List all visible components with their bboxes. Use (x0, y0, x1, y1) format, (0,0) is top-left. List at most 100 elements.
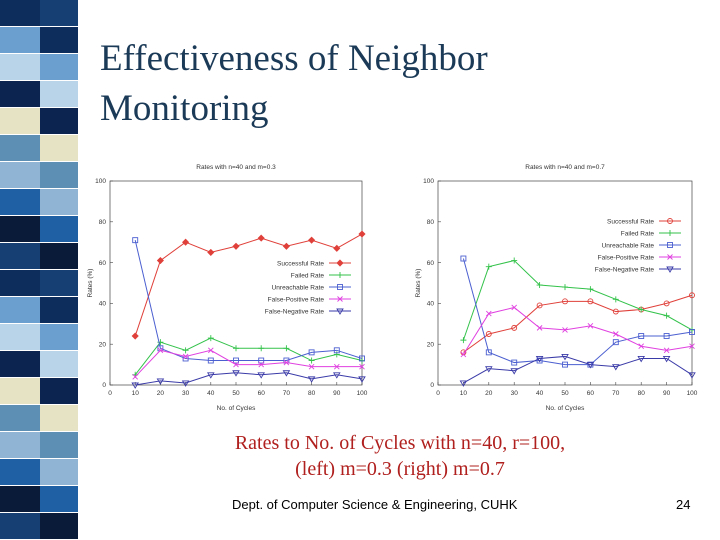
x-tick-label: 90 (663, 390, 671, 397)
x-tick-label: 50 (232, 390, 240, 397)
sidebar-block (0, 108, 40, 134)
data-point-marker (257, 234, 265, 242)
sidebar-block (40, 324, 78, 350)
y-tick-label: 100 (95, 178, 106, 185)
data-point-marker (638, 306, 645, 313)
data-point-marker (336, 308, 344, 315)
data-point-marker (612, 364, 620, 371)
data-point-marker (182, 353, 189, 360)
legend-label: Unreachable Rate (272, 285, 325, 292)
sidebar-block (40, 405, 78, 431)
slide-title-line2: Monitoring (100, 88, 269, 129)
line-chart-left: Rates with n=40 and m=0.3 0 10 20 30 40 50 60 70… (87, 164, 368, 412)
data-point-marker (308, 349, 315, 356)
y-tick-label: 20 (427, 341, 435, 348)
data-point-marker (663, 312, 670, 319)
data-point-marker (689, 329, 695, 335)
decorative-sidebar (0, 0, 80, 540)
x-axis-label: No. of Cycles (217, 405, 256, 412)
chart-left: Rates with n=40 and m=0.3 0 10 20 30 40 50 60 70… (82, 160, 382, 422)
y-tick-label: 0 (430, 382, 434, 389)
sidebar-block (0, 135, 40, 161)
data-series (460, 304, 695, 358)
footer-text: Dept. of Computer Science & Engineering,… (232, 497, 518, 512)
x-tick-label: 10 (460, 390, 468, 397)
data-point-marker (233, 361, 239, 368)
sidebar-block (0, 54, 40, 80)
data-point-marker (207, 372, 215, 379)
y-tick-label: 40 (99, 301, 107, 308)
sidebar-block (0, 189, 40, 215)
data-point-marker (258, 361, 265, 368)
chart-title: Rates with n=40 and m=0.7 (525, 164, 605, 171)
data-point-marker (667, 242, 673, 248)
sidebar-block (40, 81, 78, 107)
data-point-marker (358, 230, 366, 238)
series-line (463, 294, 693, 353)
x-tick-label: 30 (182, 390, 190, 397)
data-point-marker (207, 248, 215, 256)
slide-title-line1: Effectiveness of Neighbor (100, 38, 488, 79)
data-series (131, 370, 366, 389)
data-point-marker (333, 363, 340, 370)
sidebar-block (40, 459, 78, 485)
y-tick-label: 0 (102, 382, 106, 389)
sidebar-block (0, 297, 40, 323)
data-point-marker (308, 363, 315, 370)
data-point-marker (662, 356, 671, 363)
sidebar-block (0, 459, 40, 485)
sidebar-block (0, 81, 40, 107)
x-tick-label: 40 (536, 390, 544, 397)
data-series (132, 347, 365, 380)
data-point-marker (181, 380, 190, 387)
legend-label: Failed Rate (621, 231, 655, 238)
data-point-marker (485, 263, 492, 270)
sidebar-block (40, 216, 78, 242)
data-point-marker (157, 347, 164, 354)
legend-label: Unreachable Rate (602, 243, 655, 250)
data-point-marker (667, 230, 673, 236)
caption-line2: (left) m=0.3 (right) m=0.7 (295, 458, 505, 480)
data-point-marker (562, 361, 568, 368)
data-point-marker (511, 304, 518, 311)
sidebar-block (0, 432, 40, 458)
data-series (132, 335, 365, 378)
data-point-marker (333, 372, 341, 379)
x-tick-label: 20 (485, 390, 493, 397)
data-point-marker (207, 347, 214, 354)
data-point-marker (536, 325, 543, 331)
x-tick-label: 100 (357, 390, 368, 397)
data-point-marker (485, 366, 493, 373)
legend-label: Successful Rate (607, 219, 654, 226)
series-line (134, 349, 362, 378)
data-series (459, 353, 696, 387)
series-line (134, 337, 363, 376)
plot-frame (109, 180, 363, 386)
data-point-marker (562, 327, 568, 333)
data-point-marker (638, 333, 645, 339)
sidebar-block (0, 378, 40, 404)
y-tick-label: 100 (423, 178, 434, 185)
data-point-marker (689, 343, 695, 350)
data-point-marker (333, 244, 341, 252)
data-point-marker (132, 374, 139, 380)
data-point-marker (257, 372, 265, 379)
data-point-marker (359, 355, 365, 362)
caption-line1: Rates to No. of Cycles with n=40, r=100, (234, 432, 566, 454)
sidebar-block (40, 378, 78, 404)
sidebar-block (40, 135, 78, 161)
x-tick-label: 40 (207, 390, 215, 397)
x-tick-label: 90 (333, 390, 341, 397)
data-point-marker (232, 242, 240, 250)
data-point-marker (207, 357, 214, 364)
data-point-marker (562, 298, 568, 305)
data-point-marker (359, 363, 365, 370)
data-point-marker (485, 310, 492, 317)
data-point-marker (182, 238, 190, 246)
data-point-marker (460, 255, 467, 262)
x-axis-label: No. of Cycles (546, 405, 585, 412)
legend-label: False-Negative Rate (265, 309, 325, 316)
y-tick-label: 20 (99, 341, 107, 348)
data-point-marker (307, 376, 316, 383)
data-point-marker (359, 357, 365, 364)
